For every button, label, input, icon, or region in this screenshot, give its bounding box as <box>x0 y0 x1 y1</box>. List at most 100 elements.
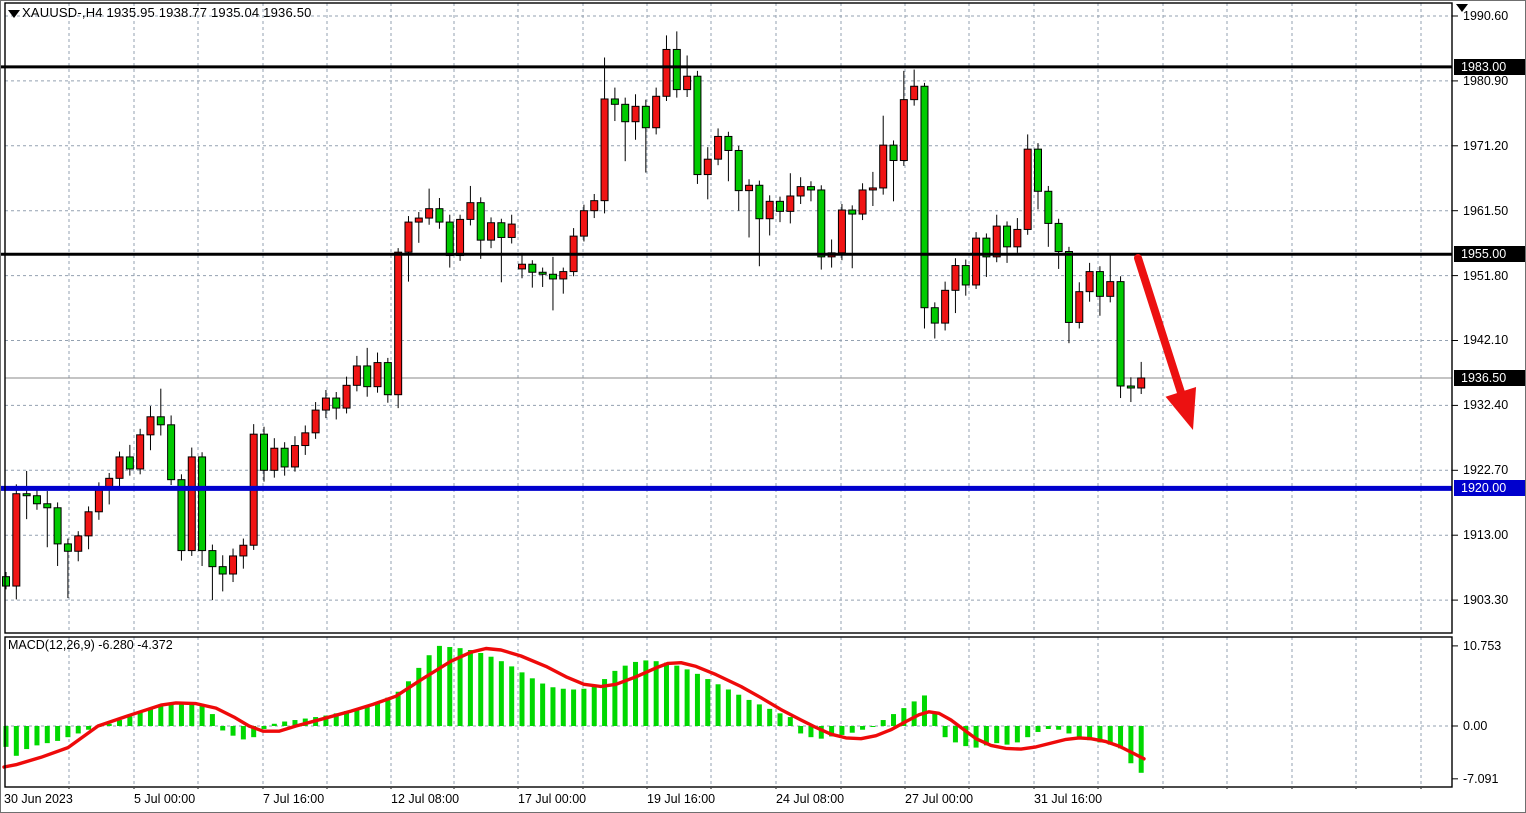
price-axis-label: 1932.40 <box>1463 398 1509 413</box>
time-axis[interactable]: 30 Jun 2023 5 Jul 00:00 7 Jul 16:00 12 Jul … <box>1 789 1525 812</box>
price-level-badge-1983.00: 1983.00 <box>1454 58 1525 75</box>
macd-bar <box>282 721 288 726</box>
macd-bar <box>127 716 133 726</box>
candle <box>652 95 661 129</box>
macd-bar <box>385 697 391 726</box>
price-axis-label: 1990.60 <box>1463 9 1509 23</box>
price-axis[interactable]: 1990.60 1980.90 1971.20 1961.50 1951.80 1942.… <box>1453 1 1525 787</box>
macd-bar <box>509 666 515 726</box>
macd-bar <box>1025 726 1031 738</box>
candle <box>1034 148 1042 192</box>
candle <box>125 456 134 470</box>
candle <box>745 184 754 192</box>
macd-bar <box>292 720 298 726</box>
candle <box>22 493 31 497</box>
candle <box>218 566 227 575</box>
macd-bar <box>13 726 19 756</box>
macd-bar <box>849 726 855 733</box>
grid-layer <box>5 3 1452 787</box>
candle <box>518 263 526 270</box>
candle <box>43 503 52 509</box>
macd-signal-line <box>2 646 1146 769</box>
macd-bar <box>921 695 927 726</box>
macd-bar <box>571 689 577 726</box>
candle <box>1116 281 1125 387</box>
macd-bar <box>498 661 504 726</box>
candle <box>641 105 650 129</box>
candle <box>94 487 103 513</box>
candle <box>724 135 733 151</box>
price-level-badge-1936.50: 1936.50 <box>1454 369 1525 386</box>
macd-bar <box>1076 726 1082 738</box>
macd-bar <box>426 655 432 726</box>
price-axis-label: 1922.70 <box>1463 463 1509 478</box>
macd-bar <box>622 665 628 726</box>
candle <box>1106 281 1115 297</box>
candle <box>156 416 165 426</box>
price-axis-label: 1903.30 <box>1463 593 1509 608</box>
candle <box>74 535 83 552</box>
price-axis-label: 1913.00 <box>1463 528 1509 543</box>
candle <box>476 202 485 241</box>
price-level-badge-1955.00: 1955.00 <box>1454 246 1525 263</box>
candle <box>755 184 764 220</box>
macd-bar <box>416 667 422 726</box>
candle <box>910 85 919 101</box>
macd-bar <box>271 723 277 726</box>
candle <box>951 265 960 291</box>
macd-bar <box>725 689 731 726</box>
macd-bar <box>839 726 845 735</box>
candle <box>383 362 392 396</box>
candle <box>290 445 299 468</box>
candle <box>693 75 702 176</box>
macd-bar <box>34 726 40 746</box>
macd-bar <box>117 720 123 726</box>
macd-bar <box>777 713 783 726</box>
candle <box>63 543 72 552</box>
macd-bar <box>705 679 711 726</box>
candle <box>414 217 423 223</box>
candle <box>683 75 692 91</box>
candle <box>1064 251 1073 323</box>
candle <box>610 98 619 105</box>
price-level-badge-1920.00: 1920.00 <box>1454 480 1525 497</box>
macd-bar <box>860 726 866 730</box>
macd-bar <box>787 717 793 726</box>
candle <box>497 222 506 238</box>
macd-bar <box>880 720 886 726</box>
candle <box>703 158 712 176</box>
candle <box>548 273 557 280</box>
macd-bar <box>375 702 381 726</box>
macd-axis-label: 10.753 <box>1463 638 1502 653</box>
macd-bar <box>447 647 453 726</box>
macd-histogram <box>3 645 1144 773</box>
candle <box>528 263 537 273</box>
candle <box>12 493 21 587</box>
macd-bar <box>467 650 473 726</box>
macd-bar <box>994 726 1000 744</box>
candle <box>229 555 238 575</box>
candle <box>445 221 454 257</box>
macd-bar <box>663 662 669 726</box>
macd-bar <box>550 687 556 726</box>
macd-bar <box>478 652 484 726</box>
candle <box>672 48 681 91</box>
candle <box>879 144 888 189</box>
macd-axis-label: -7.091 <box>1463 771 1499 786</box>
macd-bar <box>44 726 50 744</box>
macd-bar <box>147 708 153 726</box>
time-axis-label: 5 Jul 00:00 <box>134 792 196 806</box>
candle <box>456 218 465 257</box>
macd-bar <box>602 679 608 726</box>
trend-arrow-annotation[interactable] <box>1134 254 1197 430</box>
candle <box>796 186 805 197</box>
macd-bar <box>189 702 195 726</box>
time-axis-label: 12 Jul 08:00 <box>391 792 460 806</box>
candle <box>332 397 341 409</box>
macd-bar <box>24 726 30 750</box>
macd-bar <box>55 726 61 741</box>
macd-bar <box>86 726 92 730</box>
candle <box>889 144 898 162</box>
